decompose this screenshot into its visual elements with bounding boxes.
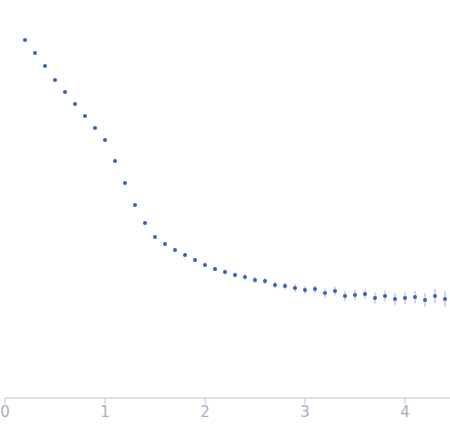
svg-text:1: 1: [100, 403, 110, 421]
svg-text:4: 4: [400, 403, 410, 421]
svg-text:3: 3: [300, 403, 310, 421]
svg-text:2: 2: [200, 403, 210, 421]
svg-text:0: 0: [8, 403, 10, 421]
